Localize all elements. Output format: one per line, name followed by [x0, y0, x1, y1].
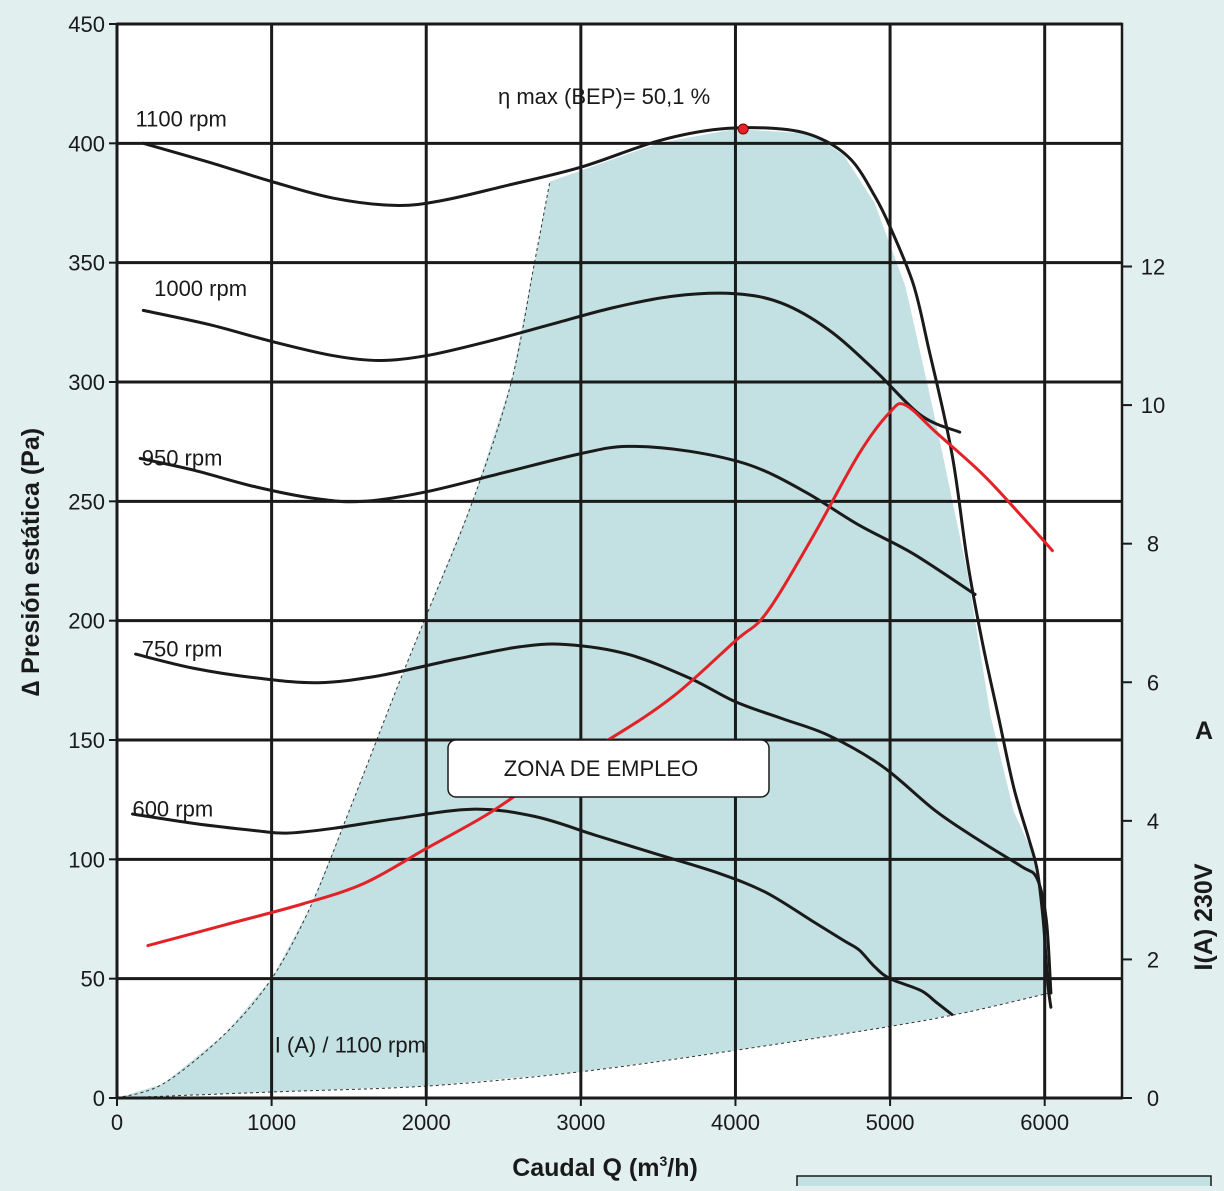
- curve-label-600-rpm: 600 rpm: [132, 796, 213, 821]
- curve-label-i-a-1100-rpm: I (A) / 1100 rpm: [275, 1033, 426, 1058]
- y-tick-label-300: 300: [68, 370, 105, 395]
- y-tick-label-50: 50: [81, 967, 105, 992]
- series-line-750-rpm: [134, 642, 1053, 995]
- y2-unit-label: A: [1195, 717, 1213, 745]
- x-tick-label-1000: 1000: [247, 1110, 296, 1135]
- x-tick-label-2000: 2000: [402, 1110, 451, 1135]
- y-tick-label-150: 150: [68, 728, 105, 753]
- curve-label-1000-rpm: 1000 rpm: [154, 276, 247, 301]
- y-tick-label-450: 450: [68, 12, 105, 37]
- zona-de-empleo-area: [117, 129, 1050, 1098]
- y2-tick-label-10: 10: [1141, 393, 1165, 418]
- y2-tick-label-4: 4: [1147, 809, 1159, 834]
- curve-label-750-rpm: 750 rpm: [142, 636, 223, 661]
- legend-box: [796, 1175, 1212, 1191]
- y-tick-label-350: 350: [68, 251, 105, 276]
- zona-de-empleo-box: ZONA DE EMPLEO: [447, 739, 770, 798]
- plot-frame: [115, 22, 1124, 1100]
- x-tick-label-4000: 4000: [711, 1110, 760, 1135]
- y2-tick-label-8: 8: [1147, 532, 1159, 557]
- x-tick-label-6000: 6000: [1020, 1110, 1069, 1135]
- series-line-600-rpm: [131, 807, 954, 1016]
- curve-label-1100-rpm: 1100 rpm: [136, 107, 227, 132]
- y-axis-title: ∆ Presión estática (Pa): [17, 428, 45, 696]
- y2-tick-label-0: 0: [1147, 1086, 1159, 1111]
- zone-bottom-boundary: [116, 992, 1050, 1099]
- x-axis-title: Caudal Q (m3/h): [512, 1153, 698, 1182]
- y2-tick-label-12: 12: [1141, 255, 1165, 280]
- x-tick-label-0: 0: [111, 1110, 123, 1135]
- bep-point: [737, 123, 749, 135]
- y-tick-label-0: 0: [93, 1086, 105, 1111]
- y2-axis-title: I(A) 230V: [1190, 863, 1218, 970]
- y-tick-label-100: 100: [68, 847, 105, 872]
- series-line-1100-rpm: [141, 126, 1053, 1009]
- y2-tick-label-6: 6: [1147, 670, 1159, 695]
- series-line-950-rpm: [138, 444, 977, 596]
- x-tick-label-5000: 5000: [866, 1110, 915, 1135]
- curve-label-950-rpm: 950 rpm: [142, 446, 223, 471]
- zone-left-boundary: [116, 181, 551, 1099]
- x-tick-label-3000: 3000: [556, 1110, 605, 1135]
- y-tick-label-400: 400: [68, 131, 105, 156]
- y2-tick-label-2: 2: [1147, 947, 1159, 972]
- zone-label: ZONA DE EMPLEO: [504, 756, 698, 781]
- y-tick-label-200: 200: [68, 609, 105, 634]
- series-line-i-a-1100-rpm: [146, 402, 1054, 948]
- series-line-1000-rpm: [141, 291, 962, 434]
- bep-label: η max (BEP)= 50,1 %: [498, 84, 710, 109]
- y-tick-label-250: 250: [68, 489, 105, 514]
